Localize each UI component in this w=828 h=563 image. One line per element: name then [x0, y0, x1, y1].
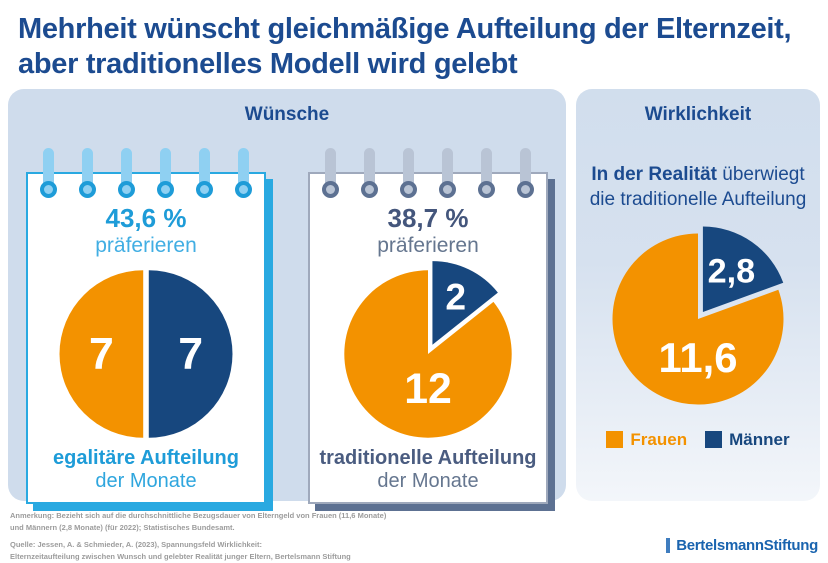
- binder-ring-icon: [235, 147, 252, 198]
- footnote-note: Anmerkung: Bezieht sich auf die durchsch…: [10, 510, 818, 534]
- binder-ring-icon: [157, 147, 174, 198]
- legend-label: Frauen: [630, 429, 688, 449]
- binder-ring-icon: [478, 147, 495, 198]
- page-title-line2: aber traditionelles Modell wird gelebt: [18, 48, 518, 81]
- page-title: Mehrheit wünscht gleichmäßige Aufteilung…: [0, 0, 828, 87]
- page-title-line1: Mehrheit wünscht gleichmäßige Aufteilung…: [18, 13, 792, 45]
- percent-value: 38,7 %: [387, 202, 469, 233]
- footnotes: Anmerkung: Bezieht sich auf die durchsch…: [0, 501, 828, 563]
- card-label-sub: der Monate: [377, 470, 479, 493]
- bertelsmann-stiftung-logo: BertelsmannStiftung: [666, 537, 818, 554]
- binder-ring-icon: [118, 147, 135, 198]
- footnote-note-line2: und Männern (2,8 Monate) (für 2022); Sta…: [10, 522, 235, 532]
- panel-wirklichkeit: Wirklichkeit In der Realität überwiegt d…: [576, 88, 820, 501]
- svg-text:11,6: 11,6: [658, 334, 737, 381]
- wirklichkeit-subtitle: In der Realität überwiegt die traditione…: [582, 162, 815, 212]
- binder-ring-icon: [196, 147, 213, 198]
- legend-label: Männer: [729, 429, 790, 449]
- maenner-swatch-icon: [705, 431, 723, 449]
- footnote-source-line2: Elternzeitaufteilung zwischen Wunsch und…: [10, 551, 351, 561]
- card-label-sub: der Monate: [95, 470, 197, 493]
- logo-bar-icon: [666, 538, 671, 553]
- binder-ring-icon: [517, 147, 534, 198]
- svg-text:2,8: 2,8: [708, 252, 756, 290]
- wuensche-header: Wünsche: [244, 103, 330, 125]
- subtitle-bold: In der Realität: [591, 163, 717, 185]
- legend: Frauen Männer: [606, 429, 790, 450]
- wirklichkeit-header: Wirklichkeit: [644, 103, 752, 125]
- binder-rings-icon: [40, 147, 252, 198]
- card-label: egalitäre Aufteilung: [53, 447, 239, 470]
- pie-chart-wirklichkeit: 2,8 11,6: [603, 224, 793, 414]
- svg-text:2: 2: [445, 276, 466, 318]
- svg-text:12: 12: [404, 366, 452, 414]
- binder-ring-icon: [79, 147, 96, 198]
- subtitle-line2: die traditionelle Aufteilung: [589, 188, 807, 210]
- svg-text:7: 7: [178, 330, 203, 379]
- percent-caption: präferieren: [377, 234, 479, 258]
- percent-value: 43,6 %: [105, 202, 187, 233]
- binder-ring-icon: [361, 147, 378, 198]
- card-label: traditionelle Aufteilung: [319, 447, 537, 470]
- binder-ring-icon: [40, 147, 57, 198]
- binder-ring-icon: [439, 147, 456, 198]
- pie-chart-traditionell: 2 12: [335, 261, 521, 447]
- logo-text: BertelsmannStiftung: [676, 537, 818, 554]
- footnote-source-line1: Quelle: Jessen, A. & Schmieder, A. (2023…: [10, 539, 262, 549]
- footnote-note-line1: Anmerkung: Bezieht sich auf die durchsch…: [10, 510, 387, 520]
- percent-caption: präferieren: [95, 234, 197, 258]
- legend-item-frauen: Frauen: [606, 430, 687, 450]
- binder-ring-icon: [322, 147, 339, 198]
- svg-text:7: 7: [89, 330, 114, 379]
- footnote-source: Quelle: Jessen, A. & Schmieder, A. (2023…: [10, 539, 818, 563]
- legend-item-maenner: Männer: [705, 429, 790, 450]
- card-traditionelle-aufteilung: 38,7 % präferieren 2 12 traditionelle Auf…: [308, 147, 548, 504]
- binder-rings-icon: [322, 147, 534, 198]
- binder-ring-icon: [400, 147, 417, 198]
- subtitle-rest: überwiegt: [716, 163, 805, 185]
- frauen-swatch-icon: [606, 431, 624, 449]
